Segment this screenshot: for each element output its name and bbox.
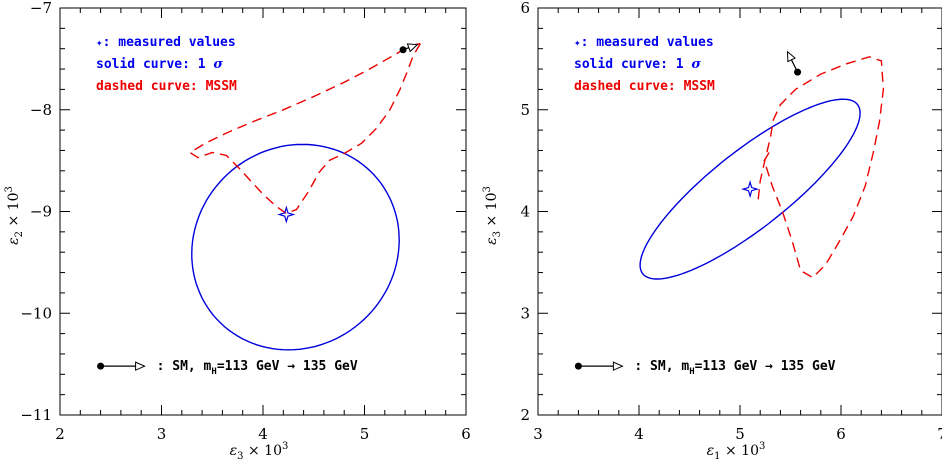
- arrow-shaft: [402, 47, 410, 51]
- x-tick-label: 2: [55, 425, 65, 443]
- legend-measured-label: : measured values: [103, 35, 236, 50]
- sm-legend-suffix: =113 GeV → 135 GeV: [695, 359, 836, 374]
- legend-sigma-symbol: σ: [691, 57, 701, 72]
- y-axis-label-symbol: ε: [6, 237, 22, 245]
- x-axis-label: ε3 × 103: [230, 441, 289, 462]
- sm-legend-suffix: =113 GeV → 135 GeV: [217, 359, 358, 374]
- y-axis-label-exponent: 3: [4, 186, 15, 192]
- measured-value-marker: [277, 205, 296, 224]
- x-tick-label: 3: [533, 425, 543, 443]
- x-tick-label: 4: [258, 425, 268, 443]
- legend-measured: ✦: measured values: [96, 35, 236, 50]
- sm-arrow: [786, 50, 802, 76]
- arrow-head: [406, 43, 419, 53]
- x-tick-label: 5: [360, 425, 370, 443]
- arrow-head: [786, 50, 796, 63]
- x-axis-label-subscript: 1: [714, 451, 720, 462]
- legend-marker-symbol: ✦: [96, 36, 103, 49]
- solid-1sigma-ellipse: [191, 143, 400, 351]
- x-tick-label: 6: [836, 425, 846, 443]
- y-tick-label: 4: [520, 203, 530, 221]
- sm-legend-subscript: H: [211, 367, 216, 377]
- legend-measured: ✦: measured values: [574, 35, 714, 50]
- x-tick-label: 4: [634, 425, 644, 443]
- x-axis-label-exponent: 3: [759, 441, 765, 452]
- y-axis-label: ε3 × 103: [482, 186, 503, 245]
- legend-measured-label: : measured values: [581, 35, 714, 50]
- sm-legend-prefix: : SM, m: [634, 359, 689, 374]
- y-axis-label: ε2 × 103: [4, 186, 25, 245]
- x-axis-label-multiplier: × 10: [244, 443, 282, 459]
- arrow-head: [612, 361, 624, 371]
- sm-arrow: [399, 43, 419, 54]
- x-axis-label-subscript: 3: [237, 451, 243, 462]
- solid-1sigma-ellipse: [639, 98, 861, 280]
- x-tick-label: 6: [461, 425, 471, 443]
- y-axis-label-symbol: ε: [484, 237, 500, 245]
- y-tick-label: 3: [520, 304, 530, 322]
- x-axis-label-exponent: 3: [282, 441, 288, 452]
- legend-sigma-symbol: σ: [213, 57, 223, 72]
- y-tick-label: −7: [30, 0, 52, 17]
- x-tick-label: 7: [937, 425, 942, 443]
- y-tick-label: 6: [520, 0, 530, 17]
- legend-solid: solid curve: 1 σ: [96, 57, 223, 72]
- x-axis-label-multiplier: × 10: [721, 443, 759, 459]
- sm-legend-label: : SM, mH=113 GeV → 135 GeV: [157, 359, 358, 377]
- arrow-head: [135, 361, 146, 371]
- y-axis-label-exponent: 3: [482, 186, 493, 192]
- sm-legend-arrow: [97, 361, 146, 371]
- x-axis-label-symbol: ε: [707, 443, 715, 459]
- y-axis-label-subscript: 2: [14, 231, 25, 237]
- x-tick-label: 3: [157, 425, 167, 443]
- dashed-mssm-curve: [757, 56, 885, 279]
- y-tick-label: 5: [520, 101, 530, 119]
- x-axis-label: ε1 × 103: [707, 441, 766, 462]
- sm-legend-label: : SM, mH=113 GeV → 135 GeV: [634, 359, 835, 377]
- y-axis-label-multiplier: × 10: [484, 193, 500, 231]
- y-axis-label-subscript: 3: [492, 231, 503, 237]
- legend-dashed: dashed curve: MSSM: [96, 79, 237, 94]
- x-tick-label: 5: [735, 425, 745, 443]
- sm-legend-prefix: : SM, m: [157, 359, 212, 374]
- x-axis-label-symbol: ε: [230, 443, 238, 459]
- legend-solid-label: solid curve: 1: [574, 57, 691, 72]
- y-tick-label: 2: [520, 406, 530, 424]
- measured-value-marker: [740, 180, 760, 199]
- y-tick-label: −11: [20, 406, 52, 424]
- legend-dashed: dashed curve: MSSM: [574, 79, 715, 94]
- legend-solid-label: solid curve: 1: [96, 57, 213, 72]
- arrow-shaft: [790, 59, 799, 73]
- y-tick-label: −8: [30, 101, 52, 119]
- dashed-mssm-curve: [188, 42, 421, 215]
- legend-marker-symbol: ✦: [574, 36, 581, 49]
- y-tick-label: −10: [20, 304, 52, 322]
- y-tick-label: −9: [30, 203, 52, 221]
- legend-solid: solid curve: 1 σ: [574, 57, 701, 72]
- sm-legend-subscript: H: [689, 367, 694, 377]
- sm-legend-arrow: [574, 361, 624, 371]
- y-axis-label-multiplier: × 10: [6, 193, 22, 231]
